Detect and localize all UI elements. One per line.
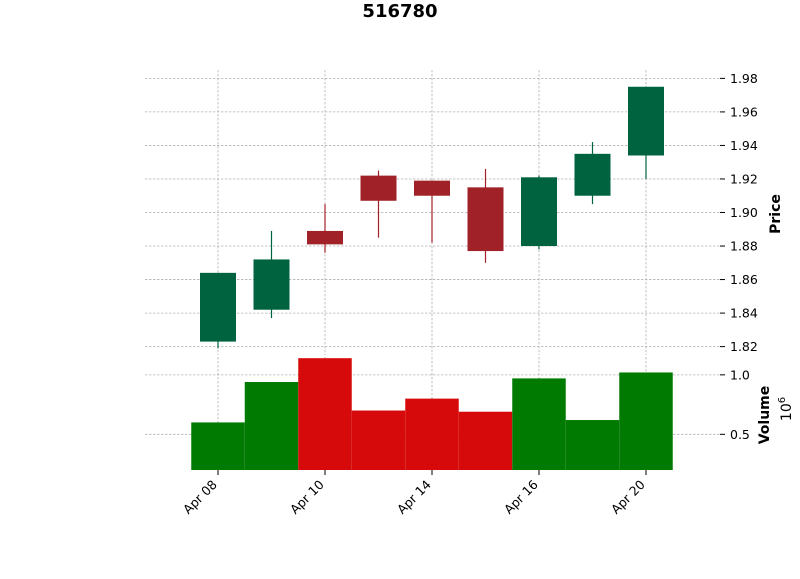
price-tick-label: 1.92 [730, 171, 758, 186]
candle-body [253, 259, 290, 310]
candle-body [414, 180, 450, 196]
x-tick-label: Apr 16 [501, 477, 541, 517]
candle-body [628, 86, 664, 156]
candle-body [307, 230, 343, 245]
price-axis-label: Price [768, 194, 784, 234]
candle-body [574, 153, 611, 196]
candle-body [467, 187, 504, 252]
x-tick-label: Apr 20 [608, 477, 648, 517]
price-tick-label: 1.98 [730, 71, 758, 86]
volume-tick-label: 1.0 [730, 367, 750, 382]
candle-body [200, 272, 236, 342]
price-tick-label: 1.86 [730, 272, 758, 287]
volume-bar [244, 381, 299, 470]
volume-bar [298, 358, 352, 470]
price-tick-label: 1.88 [730, 239, 758, 254]
volume-scale-exponent: 6 [777, 397, 788, 403]
price-tick-label: 1.82 [730, 339, 758, 354]
volume-axis: 0.5 1.0 [720, 367, 750, 442]
price-tick-label: 1.84 [730, 306, 758, 321]
candle-body [521, 177, 557, 247]
volume-scale-label: 106 [777, 397, 795, 421]
volume-bar [565, 420, 620, 470]
volume-axis-label: Volume [757, 386, 773, 445]
volume-bars [191, 358, 673, 470]
volume-scale-base: 10 [779, 403, 795, 421]
x-axis: Apr 08 Apr 10 Apr 14 Apr 16 Apr 20 [180, 470, 648, 517]
volume-bar [458, 411, 513, 470]
volume-bar [405, 398, 459, 470]
price-axis: 1.82 1.84 1.86 1.88 1.90 1.92 1.94 1.96 1.98 [720, 71, 758, 354]
chart-title: 516780 [362, 1, 437, 22]
candle-body [360, 175, 397, 201]
volume-tick-label: 0.5 [730, 427, 750, 442]
x-tick-label: Apr 10 [287, 477, 327, 517]
volume-bar [191, 422, 245, 470]
volume-bar [351, 410, 406, 470]
price-tick-label: 1.96 [730, 104, 758, 119]
x-tick-label: Apr 14 [394, 477, 434, 517]
volume-bar [512, 378, 566, 470]
x-tick-label: Apr 08 [180, 477, 220, 517]
price-tick-label: 1.90 [730, 205, 758, 220]
price-tick-label: 1.94 [730, 138, 758, 153]
candles [200, 86, 664, 349]
volume-bar [619, 372, 673, 470]
